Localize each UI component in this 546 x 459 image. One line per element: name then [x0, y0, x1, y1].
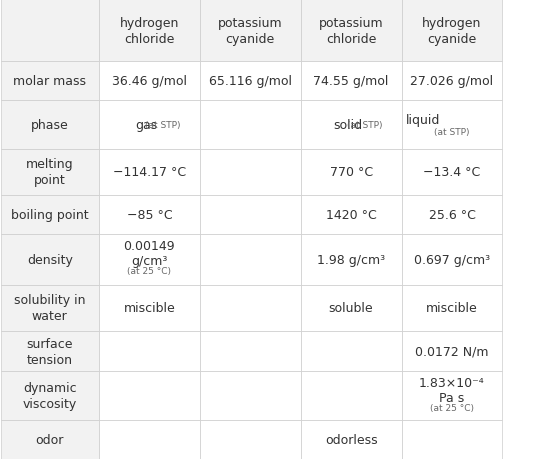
- Bar: [401, 195, 502, 234]
- Text: 74.55 g/mol: 74.55 g/mol: [313, 75, 389, 88]
- Text: solid: solid: [334, 118, 363, 132]
- Bar: [401, 101, 502, 149]
- Bar: [301, 285, 401, 331]
- Bar: [1, 234, 99, 285]
- Bar: [1, 195, 99, 234]
- Text: 0.00149
g/cm³: 0.00149 g/cm³: [123, 240, 175, 268]
- Text: 0.0172 N/m: 0.0172 N/m: [415, 345, 489, 358]
- Bar: [401, 420, 502, 459]
- Text: 27.026 g/mol: 27.026 g/mol: [411, 75, 494, 88]
- Bar: [99, 372, 200, 420]
- Text: density: density: [27, 253, 73, 266]
- Bar: [401, 285, 502, 331]
- Text: phase: phase: [31, 118, 69, 132]
- Bar: [1, 62, 99, 101]
- Bar: [301, 372, 401, 420]
- Bar: [1, 372, 99, 420]
- Bar: [401, 62, 502, 101]
- Bar: [200, 285, 301, 331]
- Bar: [200, 331, 301, 372]
- Bar: [1, 0, 99, 62]
- Text: dynamic
viscosity: dynamic viscosity: [23, 381, 77, 410]
- Bar: [99, 420, 200, 459]
- Text: −13.4 °C: −13.4 °C: [423, 166, 480, 179]
- Bar: [200, 420, 301, 459]
- Text: (at STP): (at STP): [434, 128, 470, 137]
- Bar: [401, 372, 502, 420]
- Text: (at 25 °C): (at 25 °C): [430, 403, 474, 412]
- Bar: [301, 0, 401, 62]
- Bar: [200, 372, 301, 420]
- Bar: [200, 0, 301, 62]
- Text: miscible: miscible: [123, 302, 175, 315]
- Text: odor: odor: [35, 433, 64, 446]
- Bar: [200, 149, 301, 195]
- Bar: [401, 331, 502, 372]
- Text: potassium
cyanide: potassium cyanide: [218, 17, 282, 45]
- Bar: [1, 149, 99, 195]
- Bar: [301, 195, 401, 234]
- Text: (at STP): (at STP): [347, 121, 382, 129]
- Text: −114.17 °C: −114.17 °C: [113, 166, 186, 179]
- Bar: [99, 234, 200, 285]
- Text: (at 25 °C): (at 25 °C): [127, 267, 171, 276]
- Bar: [1, 101, 99, 149]
- Bar: [99, 101, 200, 149]
- Bar: [99, 331, 200, 372]
- Bar: [301, 101, 401, 149]
- Text: potassium
chloride: potassium chloride: [319, 17, 383, 45]
- Text: 770 °C: 770 °C: [329, 166, 372, 179]
- Text: melting
point: melting point: [26, 158, 74, 187]
- Text: (at STP): (at STP): [145, 121, 181, 129]
- Bar: [1, 331, 99, 372]
- Bar: [301, 62, 401, 101]
- Text: 0.697 g/cm³: 0.697 g/cm³: [414, 253, 490, 266]
- Bar: [301, 234, 401, 285]
- Bar: [200, 101, 301, 149]
- Bar: [1, 420, 99, 459]
- Bar: [99, 62, 200, 101]
- Text: soluble: soluble: [329, 302, 373, 315]
- Text: gas: gas: [135, 118, 158, 132]
- Bar: [301, 331, 401, 372]
- Bar: [99, 0, 200, 62]
- Bar: [401, 0, 502, 62]
- Text: hydrogen
chloride: hydrogen chloride: [120, 17, 179, 45]
- Text: 1.83×10⁻⁴
Pa s: 1.83×10⁻⁴ Pa s: [419, 376, 485, 404]
- Text: 36.46 g/mol: 36.46 g/mol: [112, 75, 187, 88]
- Text: odorless: odorless: [325, 433, 377, 446]
- Bar: [200, 62, 301, 101]
- Bar: [200, 195, 301, 234]
- Bar: [401, 234, 502, 285]
- Text: 65.116 g/mol: 65.116 g/mol: [209, 75, 292, 88]
- Bar: [99, 195, 200, 234]
- Text: 25.6 °C: 25.6 °C: [429, 208, 476, 221]
- Text: liquid: liquid: [406, 114, 440, 127]
- Text: −85 °C: −85 °C: [127, 208, 172, 221]
- Bar: [99, 285, 200, 331]
- Text: molar mass: molar mass: [13, 75, 86, 88]
- Bar: [200, 234, 301, 285]
- Text: boiling point: boiling point: [11, 208, 88, 221]
- Bar: [99, 149, 200, 195]
- Text: 1420 °C: 1420 °C: [326, 208, 376, 221]
- Text: hydrogen
cyanide: hydrogen cyanide: [422, 17, 482, 45]
- Text: miscible: miscible: [426, 302, 478, 315]
- Bar: [401, 149, 502, 195]
- Text: solubility in
water: solubility in water: [14, 294, 86, 323]
- Text: 1.98 g/cm³: 1.98 g/cm³: [317, 253, 385, 266]
- Bar: [301, 149, 401, 195]
- Bar: [301, 420, 401, 459]
- Text: surface
tension: surface tension: [27, 337, 73, 366]
- Bar: [1, 285, 99, 331]
